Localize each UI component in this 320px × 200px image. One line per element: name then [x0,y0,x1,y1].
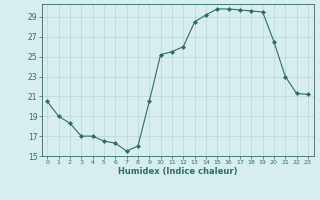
X-axis label: Humidex (Indice chaleur): Humidex (Indice chaleur) [118,167,237,176]
